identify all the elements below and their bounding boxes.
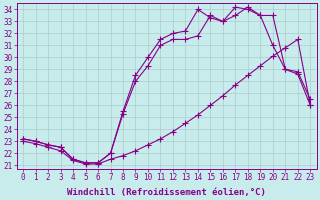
X-axis label: Windchill (Refroidissement éolien,°C): Windchill (Refroidissement éolien,°C) (67, 188, 266, 197)
